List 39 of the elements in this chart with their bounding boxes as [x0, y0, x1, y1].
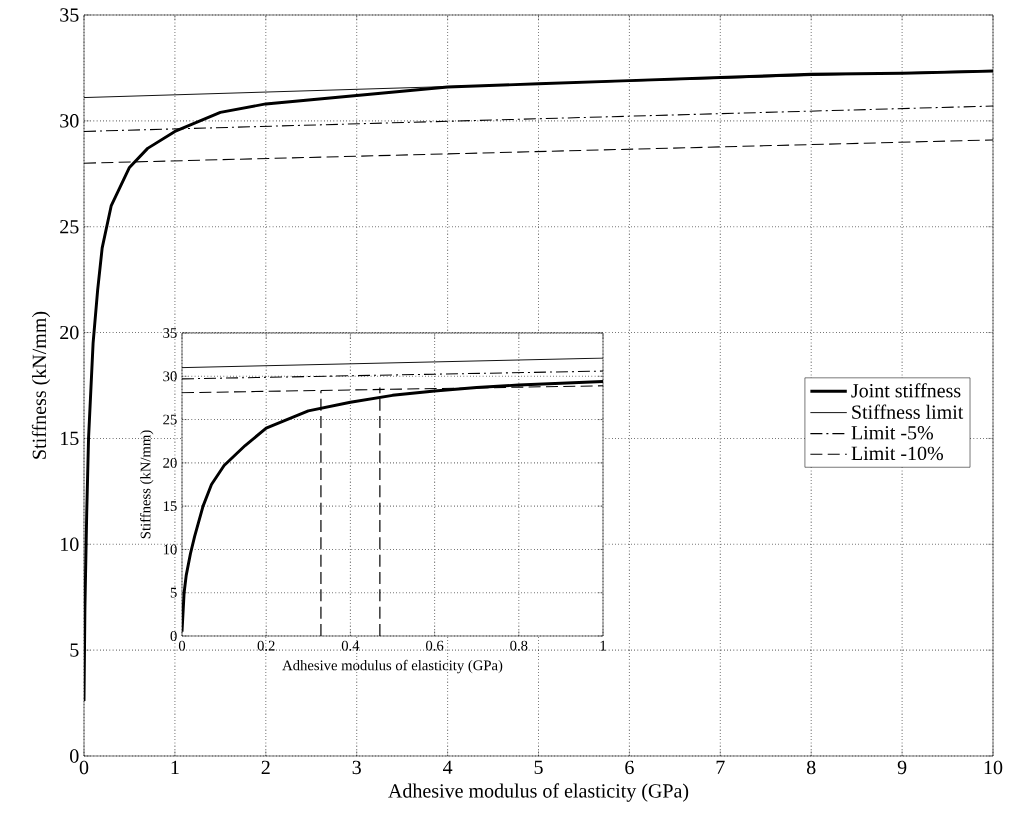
legend-label: Limit -5% [851, 426, 934, 440]
y-tick-label: 30 [60, 114, 79, 128]
x-tick-label: 0.8 [510, 640, 528, 651]
y-tick-label: 25 [163, 414, 177, 425]
y-tick-label: 35 [163, 328, 177, 338]
y-tick-label: 5 [170, 587, 177, 598]
x-tick-label: 3 [352, 760, 361, 775]
y-tick-label: 10 [163, 544, 177, 555]
x-tick-label: 2 [261, 760, 270, 774]
y-axis-title: Stiffness (kN/mm) [31, 311, 51, 459]
y-tick-label: 0 [70, 749, 79, 763]
legend-label: Joint stiffness [851, 383, 961, 398]
y-tick-label: 20 [163, 457, 177, 468]
x-tick-label: 6 [625, 760, 634, 775]
y-tick-label: 10 [61, 537, 79, 552]
x-axis-title: Adhesive modulus of elasticity (GPa) [388, 783, 689, 802]
x-tick-label: 0.6 [426, 640, 444, 651]
x-tick-label: 0.4 [341, 640, 360, 651]
y-axis-title: Stiffness (kN/mm) [140, 430, 154, 539]
y-tick-label: 30 [163, 371, 177, 382]
x-tick-label: 5 [534, 760, 543, 774]
legend-label: Stiffness limit [852, 404, 964, 419]
x-tick-label: 4 [443, 760, 453, 774]
x-tick-label: 7 [716, 760, 725, 774]
x-tick-label: 0.2 [257, 640, 275, 651]
y-tick-label: 15 [163, 501, 177, 512]
x-tick-label: 10 [984, 760, 1003, 775]
legend-label: Limit -10% [851, 446, 944, 461]
x-tick-label: 1 [171, 760, 179, 774]
y-tick-label: 15 [61, 431, 79, 446]
x-tick-label: 0 [178, 640, 186, 651]
x-axis-title: Adhesive modulus of elasticity (GPa) [282, 659, 503, 674]
y-tick-label: 0 [170, 631, 177, 641]
y-tick-label: 35 [60, 8, 79, 22]
y-tick-label: 20 [60, 325, 79, 340]
x-tick-label: 8 [806, 760, 816, 775]
x-tick-label: 1 [600, 640, 606, 651]
y-tick-label: 25 [60, 220, 79, 234]
x-tick-label: 9 [897, 760, 907, 775]
